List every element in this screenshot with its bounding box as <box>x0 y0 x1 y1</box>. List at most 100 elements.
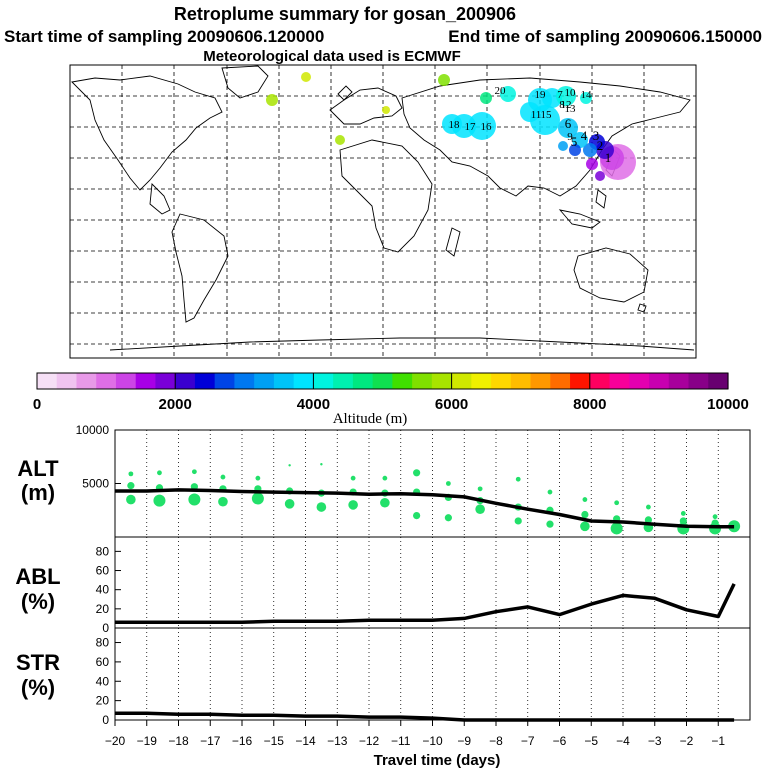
x-tick-label: −16 <box>232 734 253 748</box>
map-frame <box>69 64 697 359</box>
panel-unit-label: (%) <box>21 589 55 614</box>
x-tick-label: −3 <box>648 734 662 748</box>
altitude-marker <box>644 516 653 524</box>
altitude-marker <box>251 492 264 505</box>
series-line-alt <box>115 488 735 529</box>
colorbar-cell <box>412 373 433 389</box>
colorbar-cell <box>76 373 97 389</box>
altitude-marker <box>380 497 390 508</box>
plume-marker <box>586 158 598 170</box>
x-tick-label: −7 <box>521 734 535 748</box>
altitude-marker <box>218 496 228 507</box>
plume-day-label: 8 <box>559 99 565 111</box>
timeseries-panels: 500010000ALT(m)020406080ABL(%)020406080S… <box>15 423 751 748</box>
plume-day-label: 19 <box>535 89 547 101</box>
colorbar-cell <box>471 373 492 389</box>
plume-marker <box>572 132 588 148</box>
plume-day-label: 12 <box>561 99 572 111</box>
colorbar-cell <box>96 373 117 389</box>
end-time-label: End time of sampling 20090606.150000 <box>448 27 762 46</box>
colorbar-cell <box>491 373 512 389</box>
altitude-marker <box>316 502 327 512</box>
altitude-marker <box>728 520 741 533</box>
panel-unit-label: (%) <box>21 675 55 700</box>
plume-marker <box>595 171 605 181</box>
plume-marker <box>438 74 450 86</box>
altitude-marker <box>188 493 201 506</box>
colorbar-cell <box>392 373 413 389</box>
colorbar-cell <box>352 373 374 389</box>
colorbar-cell <box>56 373 78 389</box>
x-tick-label: −12 <box>359 734 380 748</box>
plume-day-label: 13 <box>565 103 577 115</box>
plume-marker <box>520 102 540 122</box>
panel-label: STR <box>16 650 60 675</box>
plume-day-label: 16 <box>481 121 493 133</box>
plume-day-label: 2 <box>597 138 604 153</box>
altitude-marker <box>614 500 620 506</box>
continent-outlines <box>71 65 695 351</box>
colorbar-tick-label: 10000 <box>707 396 749 413</box>
colorbar-cell <box>115 373 137 389</box>
x-tick-label: −14 <box>295 734 316 748</box>
altitude-marker <box>127 482 135 490</box>
panel-str: 0 20 40 60 80 STR(%) <box>16 627 751 727</box>
colorbar-tick-label: 2000 <box>159 396 192 413</box>
plume-day-label: 7 <box>557 89 563 101</box>
plume-day-label: 11 <box>531 109 542 121</box>
plume-day-label: 14 <box>581 89 593 101</box>
altitude-marker <box>445 481 451 486</box>
y-tick-label: 20 <box>96 602 110 616</box>
altitude-marker <box>610 522 623 535</box>
panel-label: ALT <box>17 456 59 481</box>
y-tick-label: 40 <box>96 674 110 688</box>
altitude-marker <box>348 500 358 510</box>
colorbar-cell <box>688 373 709 389</box>
plume-marker <box>480 92 492 104</box>
altitude-marker <box>547 489 553 495</box>
altitude-marker <box>515 476 521 482</box>
x-tick-label: −11 <box>391 734 411 748</box>
y-tick-label: 80 <box>96 636 110 650</box>
plume-marker <box>556 86 576 106</box>
colorbar-label: Altitude (m) <box>333 411 408 427</box>
x-tick-label: −20 <box>105 734 126 748</box>
colorbar-cell <box>708 373 729 389</box>
x-tick-label: −9 <box>457 734 471 748</box>
colorbar-cell <box>510 373 532 389</box>
x-tick-label: −13 <box>327 734 348 748</box>
colorbar-cell <box>37 373 58 389</box>
met-data-label: Meteorological data used is ECMWF <box>203 48 461 65</box>
colorbar-cell <box>668 373 690 389</box>
colorbar-tick-label: 0 <box>33 396 41 413</box>
plume-day-label: 15 <box>541 109 553 121</box>
altitude-marker <box>444 514 452 522</box>
plume-day-label: 1 <box>605 150 612 165</box>
y-tick-label: 10000 <box>76 423 110 437</box>
altitude-marker <box>382 475 388 481</box>
plume-marker <box>266 94 278 106</box>
altitude-marker <box>255 475 261 481</box>
panel-unit-label: (m) <box>21 480 55 505</box>
colorbar-cell <box>194 373 216 389</box>
series-line-abl <box>115 583 736 625</box>
colorbar-cell <box>135 373 157 389</box>
y-tick-label: 40 <box>96 583 110 597</box>
colorbar-cell <box>570 373 591 389</box>
colorbar-cell <box>214 373 236 389</box>
plume-marker <box>442 114 462 134</box>
altitude-marker <box>320 463 323 466</box>
plume-day-label: 18 <box>449 119 461 131</box>
x-axis-label: Travel time (days) <box>374 752 501 768</box>
colorbar-cell <box>313 373 334 389</box>
altitude-marker <box>413 469 421 477</box>
altitude-marker <box>288 464 291 467</box>
colorbar-cell <box>333 373 354 389</box>
plume-day-label: 5 <box>571 134 578 149</box>
x-tick-label: −6 <box>553 734 567 748</box>
plume-marker <box>580 92 592 104</box>
colorbar-tick-label: 4000 <box>297 396 330 413</box>
